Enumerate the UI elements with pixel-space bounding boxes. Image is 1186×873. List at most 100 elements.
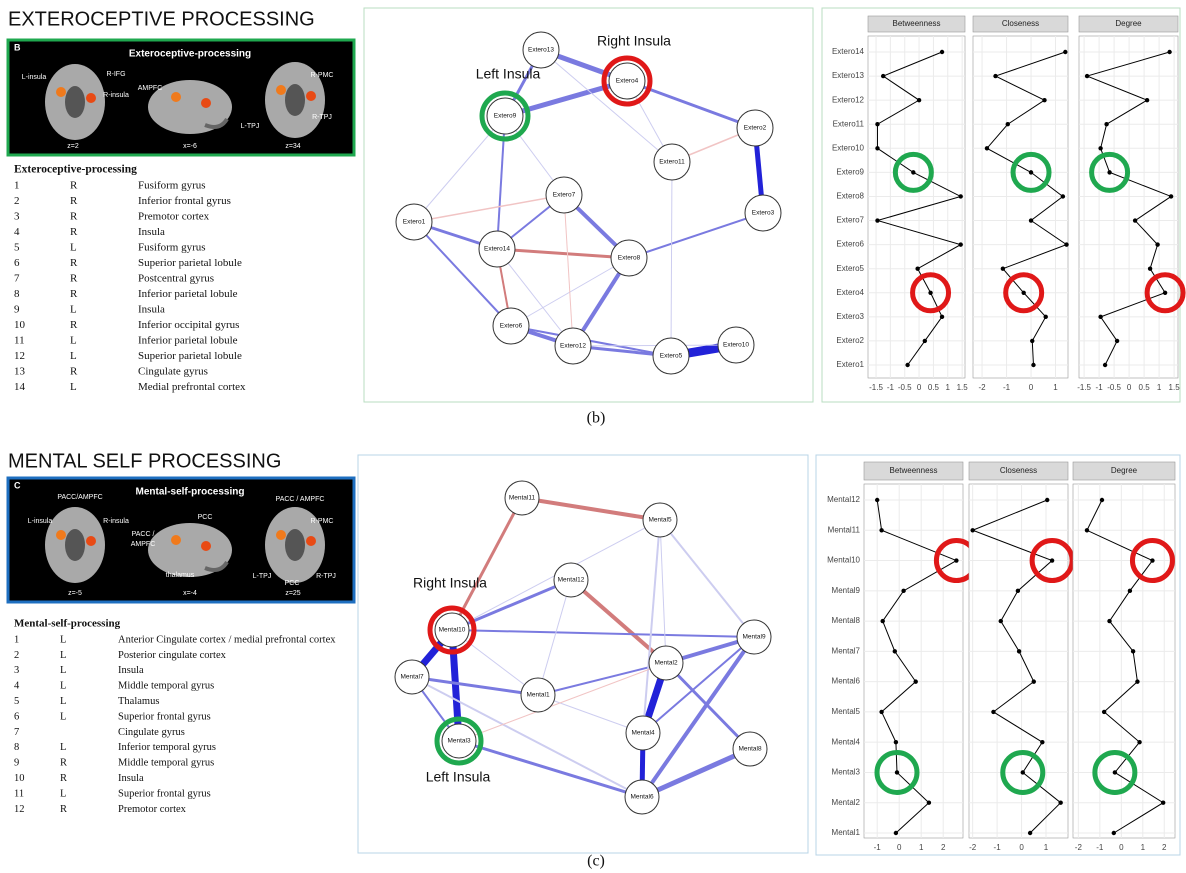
node-label: Mental7 bbox=[400, 674, 424, 681]
section-heading: EXTEROCEPTIVE PROCESSING bbox=[8, 8, 315, 30]
table-cell: Cingulate gyrus bbox=[118, 727, 185, 738]
network-node bbox=[434, 612, 470, 648]
y-tick-label: Extero12 bbox=[832, 95, 865, 104]
table-cell: L bbox=[70, 381, 77, 393]
panel-label: z=34 bbox=[285, 143, 300, 150]
panel-title: Mental-self-processing bbox=[136, 487, 245, 498]
dot bbox=[913, 679, 918, 684]
dot bbox=[875, 218, 880, 223]
network-annotation: Left Insula bbox=[426, 769, 491, 785]
dot bbox=[1114, 338, 1120, 344]
node-label: Mental12 bbox=[558, 577, 585, 584]
table-cell: 14 bbox=[14, 381, 26, 393]
table-cell: Inferior parietal lobule bbox=[138, 335, 238, 347]
dot bbox=[1132, 218, 1138, 223]
dot-line bbox=[875, 51, 963, 366]
network-edge bbox=[572, 344, 737, 347]
dot bbox=[875, 497, 880, 503]
y-tick-label: Mental8 bbox=[832, 616, 861, 625]
y-tick-label: Mental12 bbox=[827, 495, 860, 504]
network-annotation: Right Insula bbox=[413, 575, 487, 591]
network-edge bbox=[640, 635, 756, 799]
network-edge bbox=[642, 636, 755, 734]
panel-label: R-TPJ bbox=[316, 573, 336, 580]
dot bbox=[998, 618, 1003, 624]
node-label: Extero12 bbox=[560, 343, 586, 350]
panel-label: L-TPJ bbox=[241, 123, 260, 130]
dot bbox=[1107, 170, 1112, 175]
network-node bbox=[736, 109, 774, 147]
y-tick-label: Extero4 bbox=[836, 288, 864, 297]
network-node bbox=[520, 677, 556, 713]
facet-strip bbox=[972, 15, 1069, 33]
network-node bbox=[553, 562, 589, 598]
y-tick-label: Mental3 bbox=[832, 768, 861, 777]
table-cell: Insula bbox=[118, 773, 144, 784]
table-cell: R bbox=[70, 288, 78, 300]
dot bbox=[1084, 528, 1090, 533]
network-node bbox=[653, 143, 691, 181]
network-edge bbox=[458, 739, 643, 799]
network-edge bbox=[413, 194, 565, 223]
dot bbox=[880, 618, 885, 624]
network-node bbox=[625, 715, 661, 751]
network-edge bbox=[664, 661, 752, 751]
highlight-right bbox=[1144, 272, 1186, 314]
y-tick-label: Mental6 bbox=[832, 677, 861, 686]
table-cell: Insula bbox=[138, 226, 165, 238]
network-edge bbox=[670, 161, 673, 357]
panel-label: R-TPJ bbox=[312, 114, 332, 121]
table-cell: L bbox=[60, 681, 66, 692]
highlight-right bbox=[1129, 538, 1175, 584]
node-label: Mental10 bbox=[439, 627, 466, 634]
dot bbox=[875, 146, 880, 151]
y-tick-label: Mental11 bbox=[828, 525, 861, 534]
node-label: Mental4 bbox=[631, 730, 655, 737]
table-cell: R bbox=[70, 211, 78, 223]
dot bbox=[1015, 588, 1021, 594]
x-tick-label: -2 bbox=[1075, 843, 1083, 852]
dot-line bbox=[986, 51, 1068, 366]
network-edge bbox=[628, 212, 764, 259]
activation-blob bbox=[171, 92, 181, 102]
network-node bbox=[545, 176, 583, 214]
dot bbox=[954, 558, 959, 563]
node-label: Extero8 bbox=[618, 255, 641, 262]
table-cell: R bbox=[70, 319, 78, 331]
dot bbox=[970, 528, 975, 533]
panel-label: z=25 bbox=[285, 590, 300, 597]
table-cell: Fusiform gyrus bbox=[138, 180, 206, 192]
table-cell: L bbox=[60, 665, 66, 676]
facet-title: Closeness bbox=[1000, 466, 1037, 475]
table-cell: R bbox=[60, 804, 67, 815]
dot-line bbox=[971, 499, 1062, 834]
dot bbox=[1155, 242, 1160, 247]
dot bbox=[893, 830, 899, 836]
dot bbox=[1031, 679, 1036, 684]
y-tick-label: Extero3 bbox=[836, 312, 864, 321]
highlight-left bbox=[874, 749, 920, 795]
table-cell: L bbox=[70, 350, 77, 362]
table-cell: 12 bbox=[14, 350, 25, 362]
dot bbox=[905, 362, 910, 368]
dot bbox=[1064, 242, 1069, 247]
dot bbox=[875, 122, 880, 127]
panel-label: z=2 bbox=[67, 143, 79, 150]
x-tick-label: 2 bbox=[941, 843, 946, 852]
network-edge bbox=[659, 519, 667, 664]
panel-label: x=-4 bbox=[183, 590, 197, 597]
table-cell: R bbox=[70, 273, 78, 285]
network-node bbox=[394, 659, 430, 695]
node-label: Extero2 bbox=[744, 125, 767, 132]
x-tick-label: 1.5 bbox=[1169, 383, 1181, 392]
table-cell: L bbox=[60, 711, 66, 722]
table-cell: 8 bbox=[14, 288, 20, 300]
table-cell: 7 bbox=[14, 727, 19, 738]
table-cell: R bbox=[70, 195, 78, 207]
dot bbox=[991, 709, 996, 715]
highlight-left bbox=[434, 716, 484, 766]
dot bbox=[894, 770, 900, 775]
dot bbox=[881, 73, 886, 79]
table-cell: 7 bbox=[14, 273, 20, 285]
network-node bbox=[736, 619, 772, 655]
